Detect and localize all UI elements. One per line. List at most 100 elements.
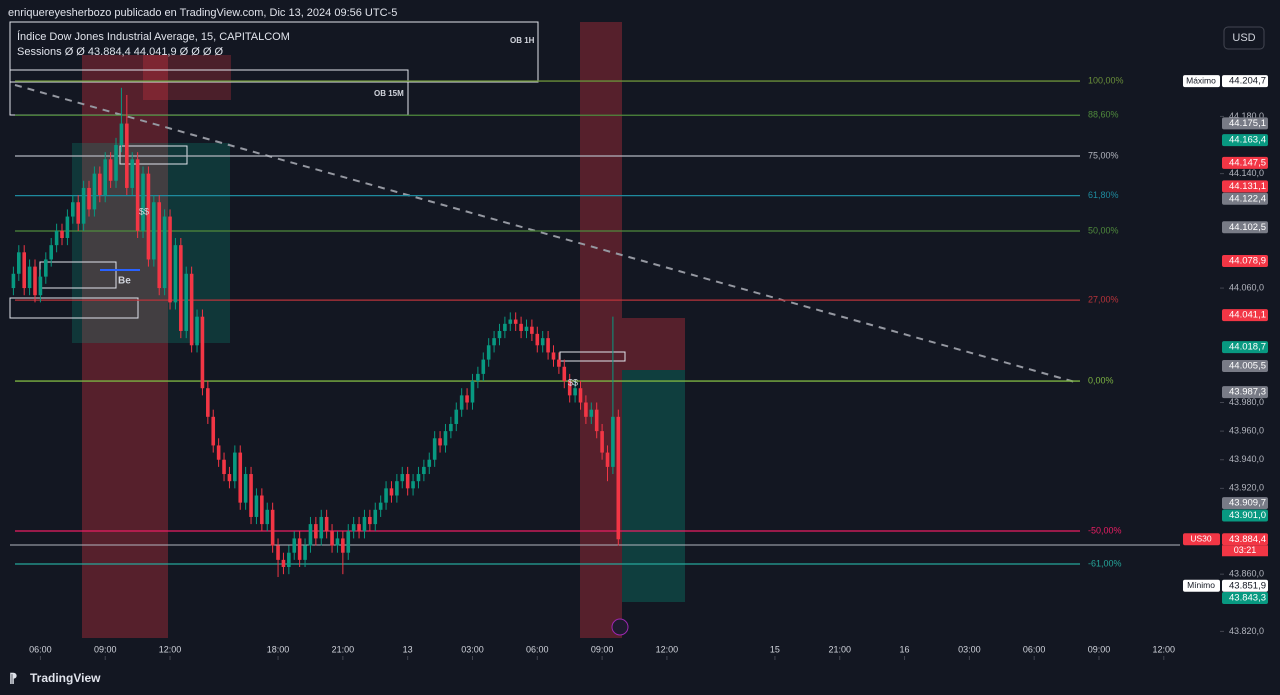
candle — [27, 259, 32, 296]
x-tick-label: 06:00 — [526, 644, 549, 654]
candle-body — [422, 466, 426, 475]
x-tick-label: 15 — [770, 644, 780, 654]
price-badge-label: 43.884,4 — [1229, 534, 1266, 545]
candle — [130, 152, 135, 196]
candle-body — [216, 445, 221, 460]
candle — [108, 152, 113, 188]
y-tick-label: 43.980,0 — [1229, 397, 1264, 407]
candle-body — [292, 538, 297, 553]
candle-body — [200, 316, 205, 389]
candle — [38, 269, 43, 303]
candle — [465, 388, 469, 410]
candle-body — [270, 509, 275, 546]
price-badge — [1222, 386, 1268, 399]
candle — [492, 330, 496, 353]
candle — [416, 466, 421, 489]
candle-body — [189, 273, 194, 346]
price-badge-label: 44.131,1 — [1229, 181, 1266, 192]
candle-body — [530, 326, 534, 334]
price-badge — [1222, 497, 1268, 510]
candle — [216, 438, 221, 467]
candle — [357, 516, 361, 539]
candle — [249, 466, 253, 525]
candle-body — [438, 438, 442, 446]
price-badge — [1222, 221, 1268, 234]
candle-body — [449, 423, 453, 432]
candle-body — [152, 202, 156, 260]
y-tick-label: 43.820,0 — [1229, 626, 1264, 636]
candle — [114, 137, 118, 188]
candle — [594, 402, 599, 439]
candle — [584, 395, 588, 424]
candle-body — [335, 538, 340, 546]
candle-body — [227, 474, 232, 482]
candle-body — [368, 516, 372, 525]
candle-body — [562, 366, 567, 382]
candle-body — [557, 359, 561, 367]
ob-box — [9, 297, 139, 319]
candle — [152, 195, 156, 267]
candle — [368, 509, 372, 532]
price-badge-label: 43.851,9 — [1229, 580, 1266, 591]
candle — [243, 466, 248, 510]
candle-body — [108, 159, 113, 181]
currency-button[interactable] — [1223, 26, 1265, 50]
currency[interactable]: USD — [1232, 32, 1255, 44]
candle-body — [535, 333, 540, 346]
candle — [324, 509, 329, 539]
candle — [238, 445, 243, 510]
candle — [281, 552, 286, 575]
price-badge — [1222, 255, 1268, 268]
price-badge — [1222, 341, 1268, 354]
event-icon[interactable] — [611, 618, 629, 636]
price-badge-label: 44.163,4 — [1229, 135, 1266, 146]
countdown: 03:21 — [1234, 545, 1257, 555]
price-badge-label: 44.204,7 — [1229, 76, 1266, 87]
candle-body — [146, 173, 151, 260]
candle — [260, 488, 264, 532]
price-badge — [1222, 509, 1268, 522]
session-zone — [143, 55, 231, 100]
candle-body — [427, 459, 432, 467]
candle-body — [92, 173, 97, 210]
price-badge-label: 44.147,5 — [1229, 157, 1266, 168]
candle-body — [594, 409, 599, 432]
candle — [432, 431, 437, 467]
candle-body — [195, 316, 199, 346]
price-badge — [1222, 360, 1268, 373]
candle — [308, 516, 313, 553]
candle — [49, 238, 54, 267]
y-tick-label: 43.960,0 — [1229, 425, 1264, 435]
candle-body — [584, 402, 588, 417]
candle-body — [486, 345, 491, 360]
x-tick-label: 09:00 — [591, 644, 614, 654]
candle — [611, 316, 615, 475]
footer-bar — [0, 665, 1280, 695]
candle — [71, 195, 75, 224]
candle-body — [551, 352, 556, 360]
price-badge-label: 43.843,3 — [1229, 593, 1266, 604]
candle-body — [389, 488, 394, 496]
candle-body — [314, 524, 318, 539]
candle — [276, 538, 280, 578]
candle — [173, 238, 178, 310]
candle — [81, 180, 86, 231]
candle-body — [351, 524, 356, 532]
candle-body — [524, 326, 529, 331]
header: enriquereyesherbozo publicado en Trading… — [8, 7, 397, 19]
candle — [362, 509, 367, 539]
candle-body — [319, 516, 324, 539]
session-zone — [72, 143, 230, 343]
candle-body — [578, 388, 583, 403]
candle — [270, 502, 275, 553]
candle — [92, 166, 97, 217]
candle — [567, 373, 572, 403]
stop-zone — [622, 318, 685, 370]
candle-body — [22, 252, 27, 289]
price-badge — [1222, 134, 1268, 147]
y-tick-label: 43.860,0 — [1229, 569, 1264, 579]
candle-body — [416, 474, 421, 482]
candle — [125, 94, 129, 196]
candle-body — [130, 159, 135, 188]
candle-body — [119, 123, 124, 146]
